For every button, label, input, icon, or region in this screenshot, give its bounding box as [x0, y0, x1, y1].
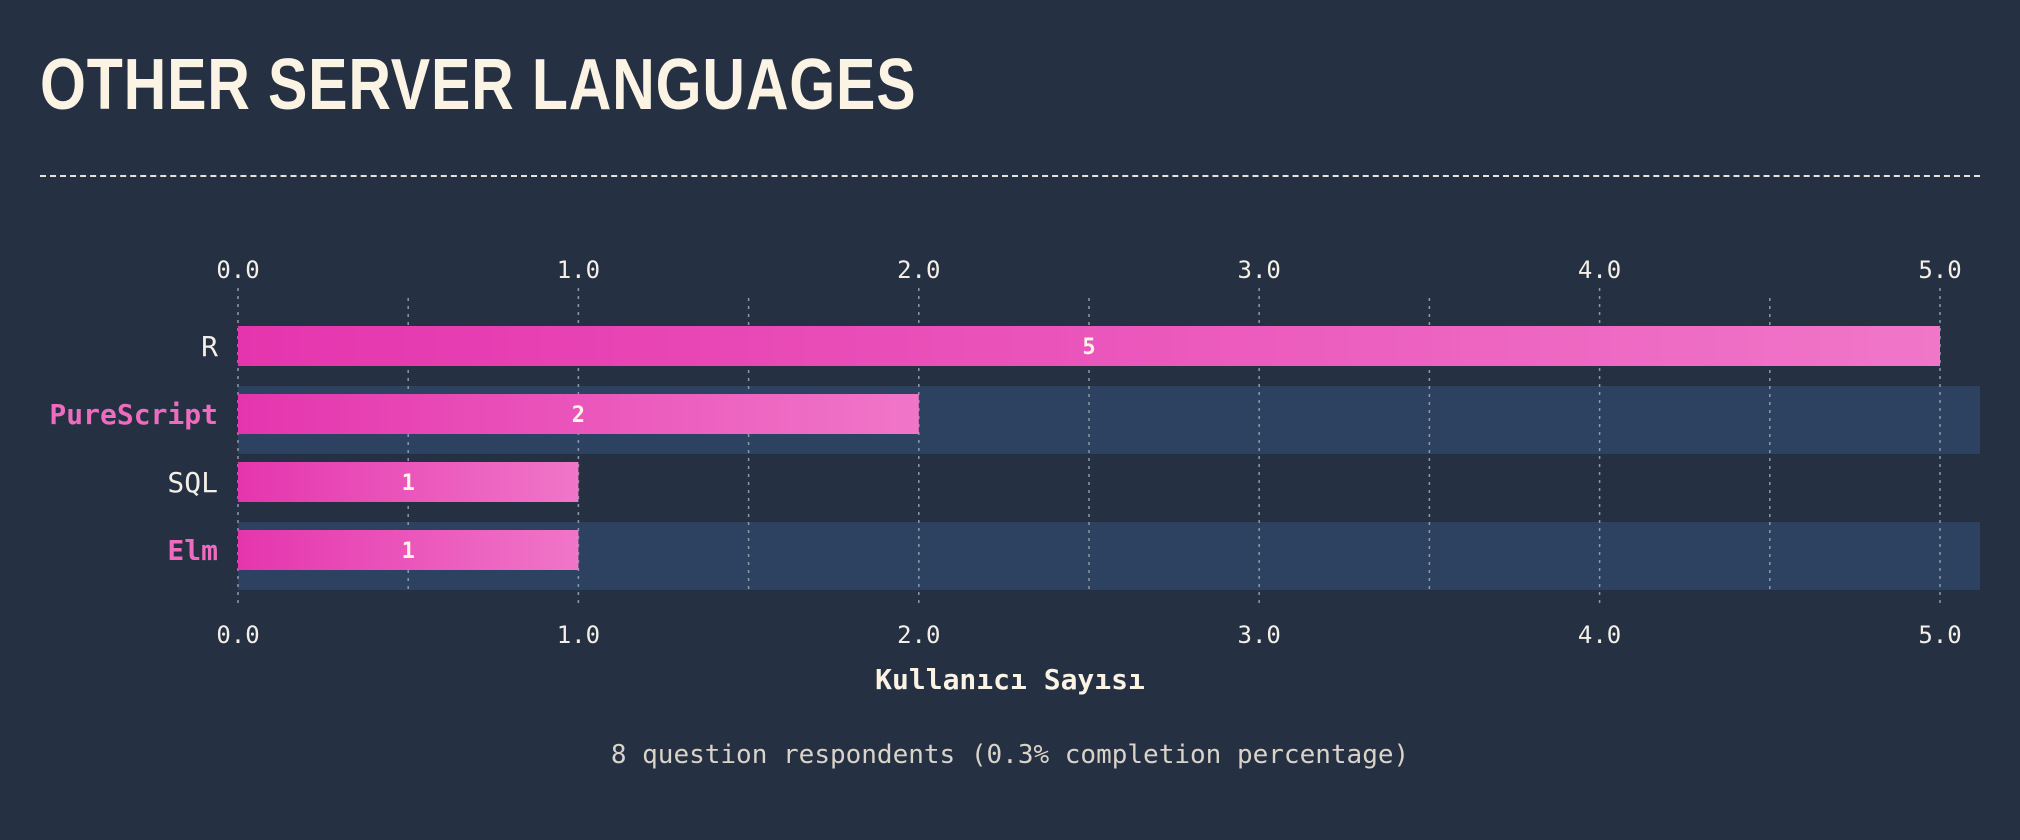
x-tick-label: 2.0 [897, 621, 940, 649]
bar-value-label: 1 [402, 471, 415, 496]
x-tick-label: 5.0 [1918, 621, 1961, 649]
x-tick-label: 1.0 [557, 256, 600, 284]
chart-title: OTHER SERVER LANGUAGES [40, 45, 917, 125]
x-tick-label: 1.0 [557, 621, 600, 649]
footer-note: 8 question respondents (0.3% completion … [610, 740, 1410, 770]
category-label: SQL [167, 466, 218, 499]
x-axis-title: Kullanıcı Sayısı [875, 663, 1145, 696]
bar [238, 394, 919, 434]
title-divider [40, 175, 1980, 177]
x-tick-label: 4.0 [1578, 256, 1621, 284]
x-tick-label: 3.0 [1238, 256, 1281, 284]
bar-value-label: 2 [572, 403, 585, 428]
category-label: PureScript [49, 398, 218, 431]
x-tick-label: 5.0 [1918, 256, 1961, 284]
bar [238, 462, 579, 502]
bars: 5 2 1 1 [238, 326, 1940, 570]
x-axis-top: 0.0 1.0 2.0 3.0 4.0 5.0 [216, 256, 1961, 284]
x-tick-label: 0.0 [216, 621, 259, 649]
x-axis-bottom: 0.0 1.0 2.0 3.0 4.0 5.0 [216, 621, 1961, 649]
x-tick-label: 3.0 [1238, 621, 1281, 649]
bar [238, 326, 1940, 366]
category-label: R [201, 330, 218, 363]
x-tick-label: 0.0 [216, 256, 259, 284]
bar-value-label: 5 [1082, 335, 1095, 360]
x-tick-label: 2.0 [897, 256, 940, 284]
bar-chart: 5 2 1 1 0.0 1.0 2.0 3.0 4.0 5.0 0.0 1.0 2.0 3.0 4.0 5… [49, 256, 1980, 696]
bar [238, 530, 579, 570]
bar-value-label: 1 [402, 539, 415, 564]
y-axis-categories: R PureScript SQL Elm [49, 330, 218, 567]
x-tick-label: 4.0 [1578, 621, 1621, 649]
category-label: Elm [167, 534, 218, 567]
